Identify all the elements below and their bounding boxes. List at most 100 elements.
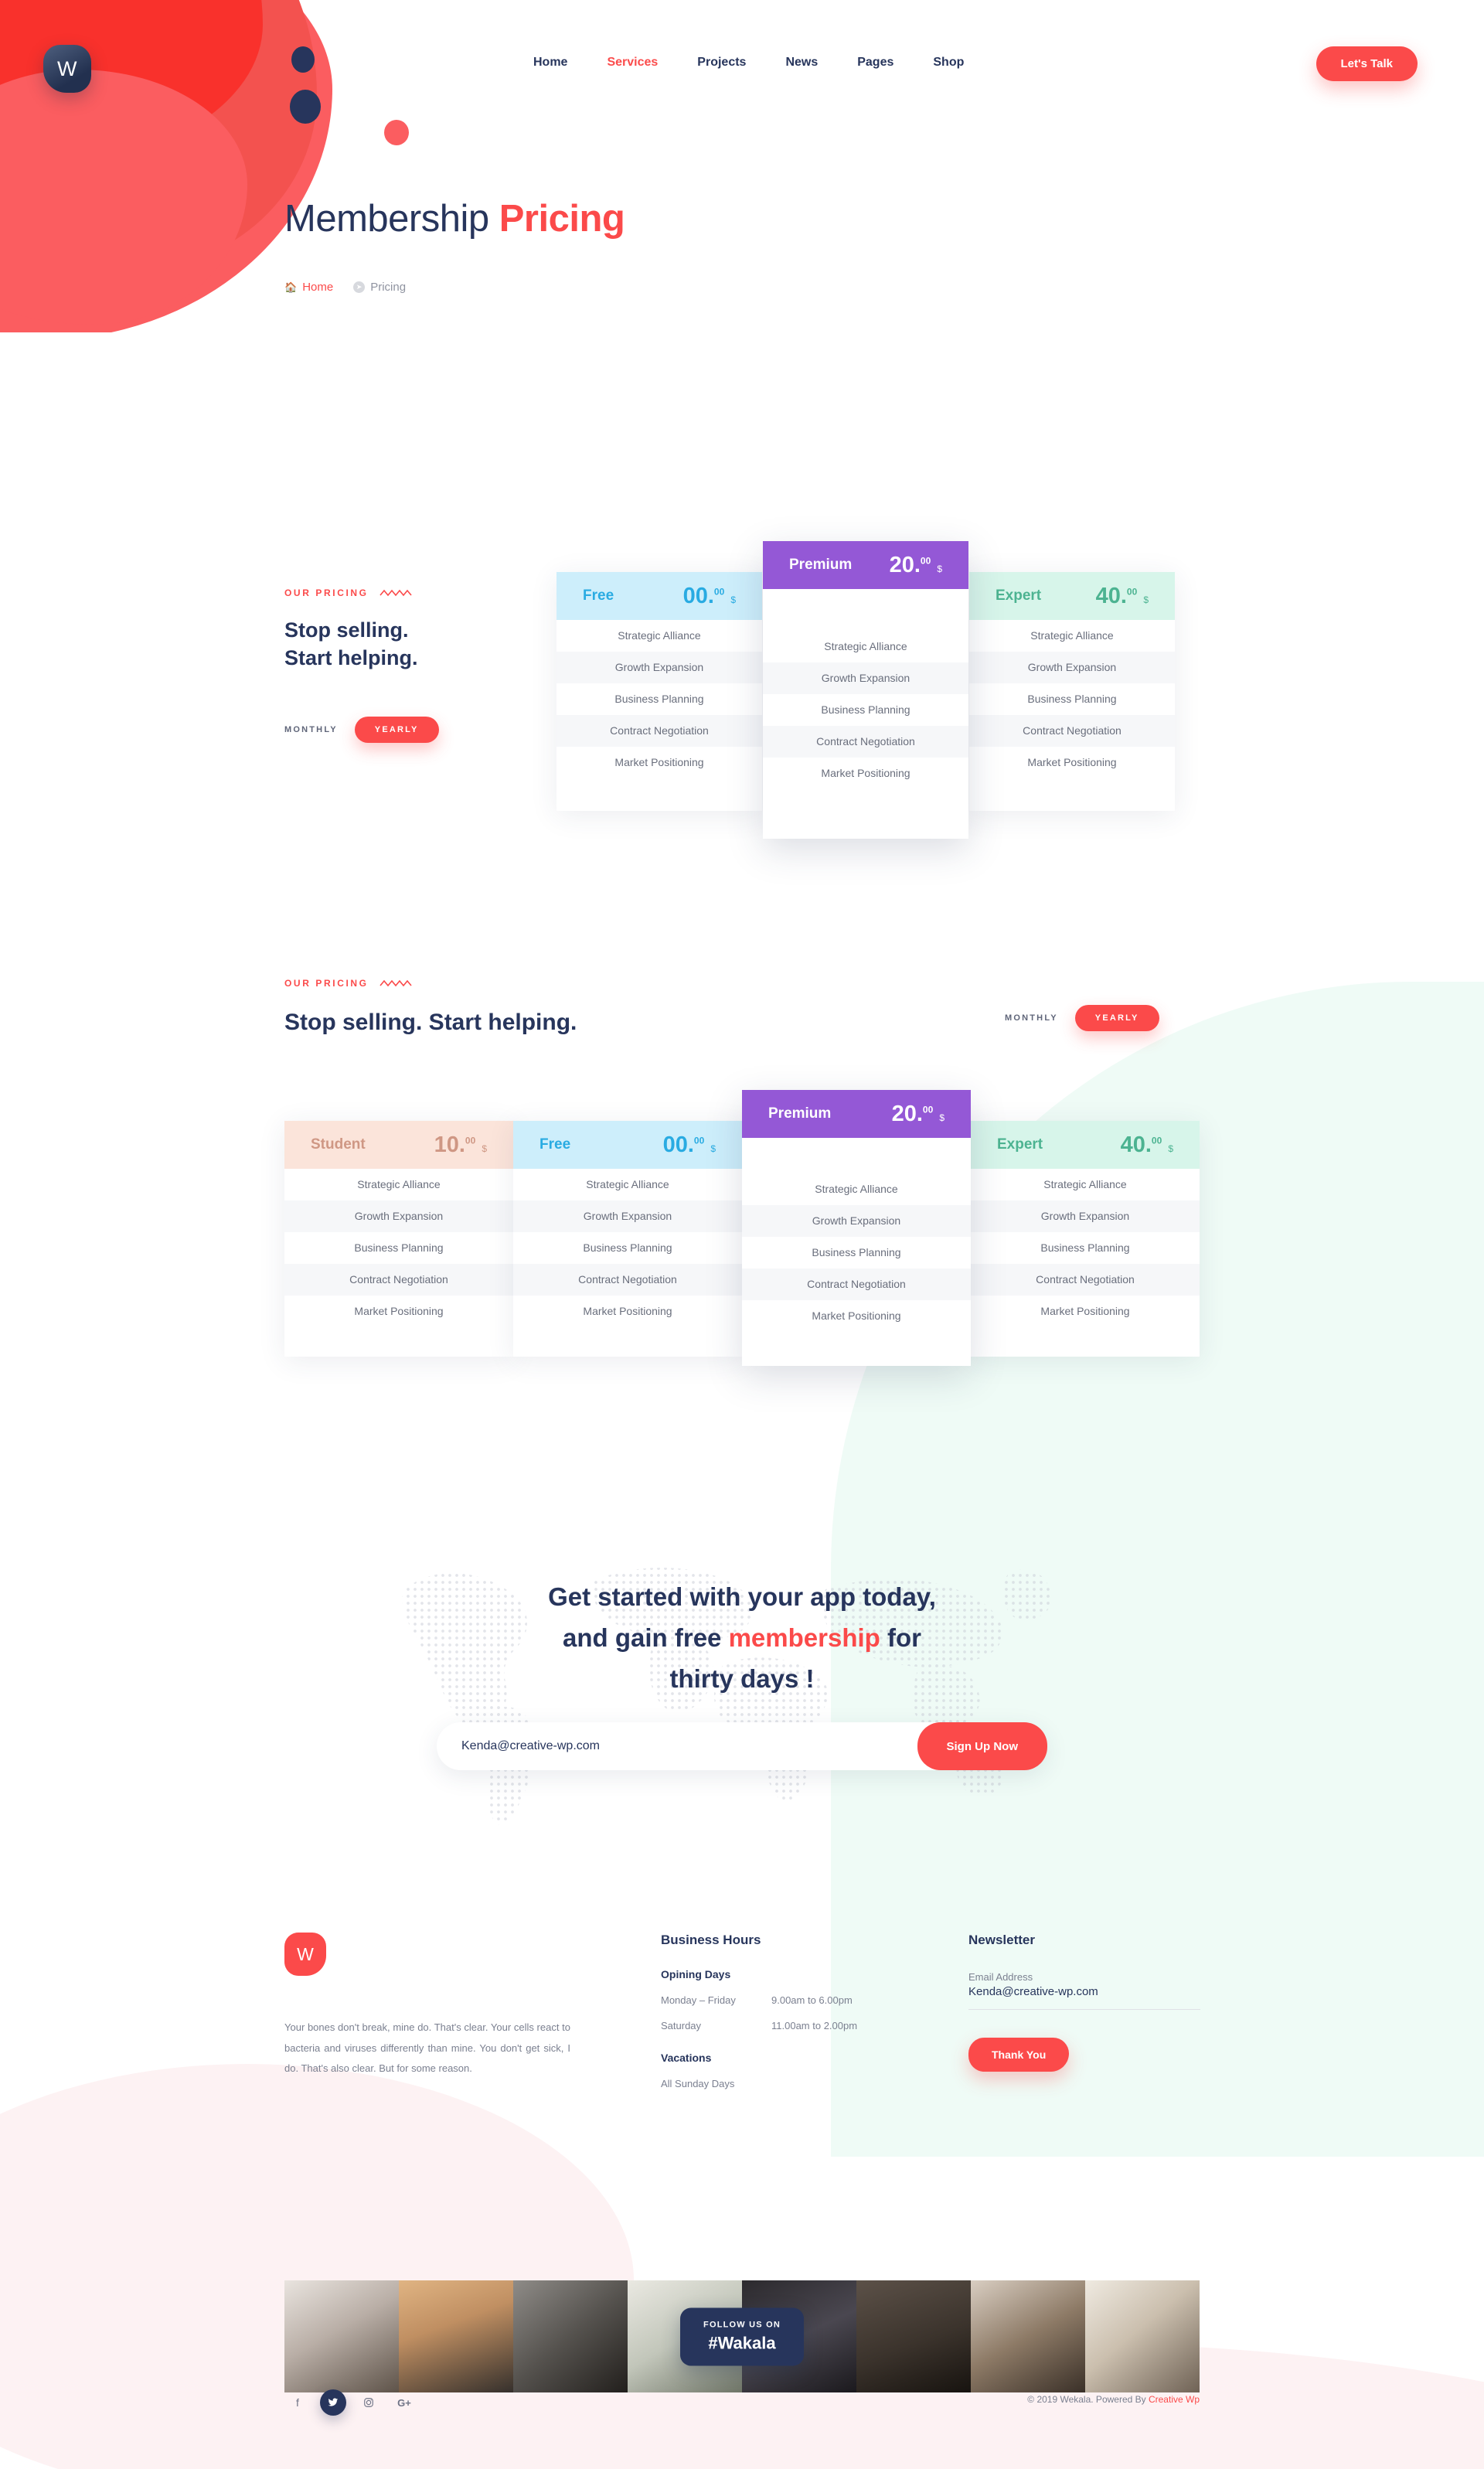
decor-dot-navy-2: [290, 90, 321, 124]
email-input[interactable]: [437, 1739, 917, 1753]
billing-yearly-button-2[interactable]: YEARLY: [1074, 1005, 1159, 1031]
business-hours-title: Business Hours: [661, 1933, 761, 1947]
instagram-tile[interactable]: [856, 2280, 971, 2392]
nav-item-services[interactable]: Services: [607, 56, 659, 69]
pricing-1-title: Stop selling. Start helping.: [284, 617, 516, 672]
copyright-link[interactable]: Creative Wp: [1148, 2394, 1200, 2405]
feature-item: Strategic Alliance: [824, 640, 907, 652]
feature-item: Growth Expansion: [556, 652, 762, 683]
newsletter-field-value[interactable]: Kenda@creative-wp.com: [968, 1985, 1098, 1999]
lets-talk-button[interactable]: Let's Talk: [1316, 46, 1418, 81]
home-icon: 🏠: [284, 281, 298, 293]
feature-item: Business Planning: [1027, 693, 1117, 705]
feature-item: Market Positioning: [354, 1305, 444, 1317]
vacations-text: All Sunday Days: [661, 2078, 735, 2089]
breadcrumb-item-home[interactable]: 🏠 Home: [284, 281, 333, 294]
billing-monthly-label-1[interactable]: MONTHLY: [284, 725, 338, 735]
breadcrumb-item-current: ➤ Pricing: [353, 281, 406, 294]
plan-name: Premium: [768, 1105, 832, 1122]
nav-item-home[interactable]: Home: [533, 56, 568, 69]
hours-row: Monday – Friday 9.00am to 6.00pm: [661, 1994, 924, 2006]
feature-item: Growth Expansion: [969, 652, 1175, 683]
pricing-card-header: Premium 20.00 $: [763, 541, 968, 589]
pricing-card-free-2[interactable]: Free 00.00 $ Strategic Alliance Growth E…: [513, 1121, 742, 1357]
google-plus-icon[interactable]: G+: [397, 2396, 411, 2409]
site-logo[interactable]: W: [43, 45, 91, 93]
nav-item-projects[interactable]: Projects: [697, 56, 747, 69]
pricing-1-title-line1: Stop selling.: [284, 618, 409, 642]
feature-item: Growth Expansion: [742, 1205, 971, 1237]
plan-name: Expert: [996, 587, 1042, 604]
pricing-card-premium-1[interactable]: Premium 20.00 $ Strategic Alliance Growt…: [763, 541, 968, 839]
logo-letter: W: [57, 56, 77, 80]
feature-item: Business Planning: [614, 693, 704, 705]
instagram-follow-badge[interactable]: FOLLOW US ON #Wakala: [680, 2307, 804, 2365]
footer-logo-letter: W: [297, 1943, 314, 1964]
feature-item: Contract Negotiation: [971, 1264, 1200, 1296]
instagram-tile[interactable]: [284, 2280, 399, 2392]
pricing-card-premium-2[interactable]: Premium 20.00 $ Strategic Alliance Growt…: [742, 1090, 971, 1366]
plan-name: Student: [311, 1136, 366, 1153]
footer-logo[interactable]: W: [284, 1933, 326, 1976]
sign-up-now-button[interactable]: Sign Up Now: [917, 1722, 1047, 1770]
pricing-2-eyebrow: OUR PRICING: [284, 978, 872, 989]
opening-days-title: Opining Days: [661, 1968, 731, 1980]
feature-item: Market Positioning: [583, 1305, 672, 1317]
decor-dot-red: [384, 120, 409, 145]
feature-item: Contract Negotiation: [742, 1269, 971, 1300]
pricing-card-student-2[interactable]: Student 10.00 $ Strategic Alliance Growt…: [284, 1121, 513, 1357]
copyright-text: © 2019 Wekala. Powered By: [1027, 2394, 1149, 2405]
facebook-icon[interactable]: f: [296, 2396, 299, 2409]
instagram-strip: FOLLOW US ON #Wakala: [284, 2280, 1200, 2392]
pricing-1-title-line2: Start helping.: [284, 645, 418, 669]
feature-item: Growth Expansion: [763, 662, 968, 694]
feature-item: Market Positioning: [821, 767, 910, 779]
cta-line-2: and gain free membership for: [563, 1623, 921, 1652]
nav-item-shop[interactable]: Shop: [933, 56, 965, 69]
nav-item-pages[interactable]: Pages: [857, 56, 894, 69]
footer-about-text: Your bones don't break, mine do. That's …: [284, 2021, 570, 2075]
billing-monthly-label-2[interactable]: MONTHLY: [1005, 1013, 1058, 1023]
feature-item: Business Planning: [354, 1241, 444, 1254]
vacations-title: Vacations: [661, 2052, 712, 2064]
instagram-tile[interactable]: [399, 2280, 513, 2392]
feature-item: Business Planning: [821, 703, 910, 716]
cta-line-3: thirty days !: [669, 1664, 815, 1693]
pricing-card-expert-1[interactable]: Expert 40.00 $ Strategic Alliance Growth…: [969, 572, 1175, 811]
newsletter-title: Newsletter: [968, 1933, 1035, 1947]
feature-item: Strategic Alliance: [1043, 1178, 1127, 1190]
thank-you-button[interactable]: Thank You: [968, 2038, 1070, 2072]
social-links: f G+: [284, 2389, 417, 2416]
feature-item: Market Positioning: [1027, 756, 1117, 768]
plan-price: 20.00 $: [889, 552, 942, 577]
billing-yearly-button-1[interactable]: YEARLY: [354, 717, 439, 744]
instagram-tile[interactable]: [513, 2280, 628, 2392]
pricing-card-free-1[interactable]: Free 00.00 $ Strategic Alliance Growth E…: [556, 572, 762, 811]
main-navigation: Home Services Projects News Pages Shop: [533, 56, 964, 70]
instagram-tile[interactable]: [971, 2280, 1085, 2392]
footer-business-hours: Business Hours Opining Days Monday – Fri…: [661, 1933, 924, 2089]
instagram-icon[interactable]: [356, 2389, 382, 2416]
pricing-card-features: Strategic Alliance Growth Expansion Busi…: [742, 1138, 971, 1366]
pricing-card-features: Strategic Alliance Growth Expansion Busi…: [969, 620, 1175, 778]
pricing-card-features: Strategic Alliance Growth Expansion Busi…: [284, 1169, 513, 1327]
instagram-tile[interactable]: [1085, 2280, 1200, 2392]
newsletter-field-label: Email Address: [968, 1971, 1033, 1983]
feature-item: Market Positioning: [812, 1309, 901, 1322]
breadcrumb-home-label: Home: [302, 281, 334, 294]
nav-item-news[interactable]: News: [785, 56, 819, 69]
pricing-2-title: Stop selling. Start helping.: [284, 1010, 577, 1035]
cta-highlight: membership: [728, 1623, 880, 1652]
copyright: © 2019 Wekala. Powered By Creative Wp: [1027, 2394, 1200, 2405]
pricing-card-header: Student 10.00 $: [284, 1121, 513, 1169]
newsletter-underline: [968, 2009, 1200, 2011]
feature-item: Growth Expansion: [513, 1200, 742, 1232]
feature-item: Strategic Alliance: [1030, 629, 1114, 642]
pricing-card-expert-2[interactable]: Expert 40.00 $ Strategic Alliance Growth…: [971, 1121, 1200, 1357]
twitter-icon[interactable]: [320, 2389, 346, 2416]
feature-item: Contract Negotiation: [763, 726, 968, 758]
breadcrumb-current-label: Pricing: [370, 281, 407, 294]
plan-name: Premium: [789, 557, 853, 573]
cta-heading: Get started with your app today, and gai…: [0, 1577, 1484, 1699]
footer-newsletter: Newsletter Email Address Kenda@creative-…: [968, 1933, 1200, 2072]
